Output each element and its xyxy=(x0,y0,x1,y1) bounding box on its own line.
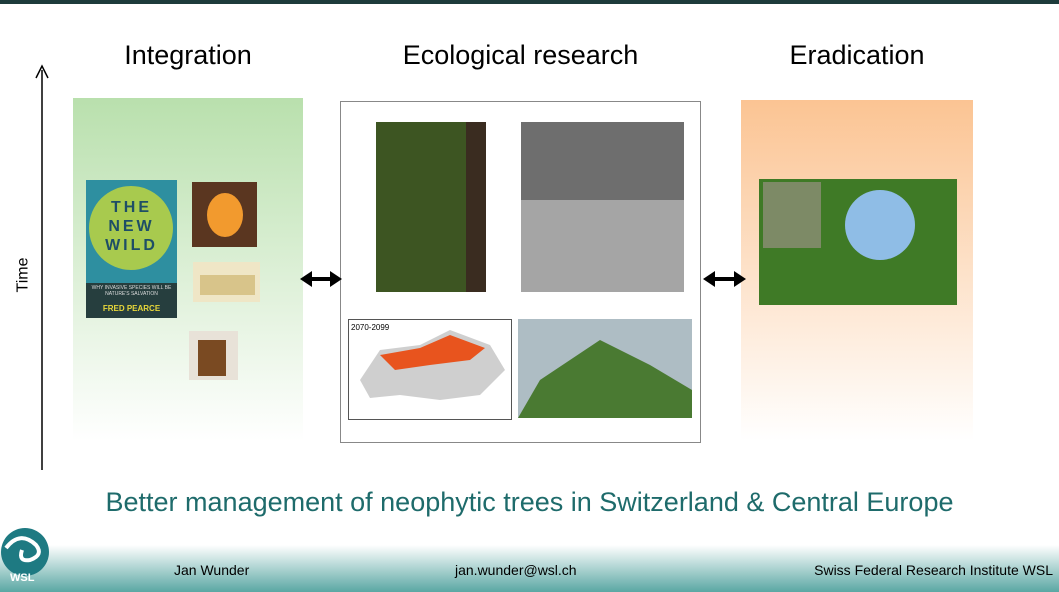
field-ground xyxy=(521,200,684,292)
logo-text: WSL xyxy=(10,572,34,584)
headline: Better management of neophytic trees in … xyxy=(0,487,1059,518)
book-title-line: THE xyxy=(86,198,177,217)
double-arrow xyxy=(703,271,746,287)
double-arrow xyxy=(300,271,342,287)
slide: Integration Ecological research Eradicat… xyxy=(0,0,1059,592)
tray xyxy=(200,275,255,295)
footer-institute: Swiss Federal Research Institute WSL xyxy=(814,562,1053,578)
inset-photo xyxy=(763,182,821,248)
jar xyxy=(198,340,226,376)
footer-author: Jan Wunder xyxy=(174,562,249,578)
map-label: 2070-2099 xyxy=(351,323,389,332)
book-title-line: NEW xyxy=(86,217,177,236)
footer-email: jan.wunder@wsl.ch xyxy=(455,562,577,578)
book-title: THE NEW WILD xyxy=(86,198,177,255)
book-title-line: WILD xyxy=(86,236,177,255)
book-subtitle: WHY INVASIVE SPECIES WILL BE NATURE'S SA… xyxy=(90,285,173,297)
tree-trunk xyxy=(466,122,486,292)
logo xyxy=(1,528,49,576)
book-author: FRED PEARCE xyxy=(86,304,177,313)
fire xyxy=(207,193,243,237)
sky xyxy=(845,190,915,260)
axis-label: Time xyxy=(14,258,32,293)
